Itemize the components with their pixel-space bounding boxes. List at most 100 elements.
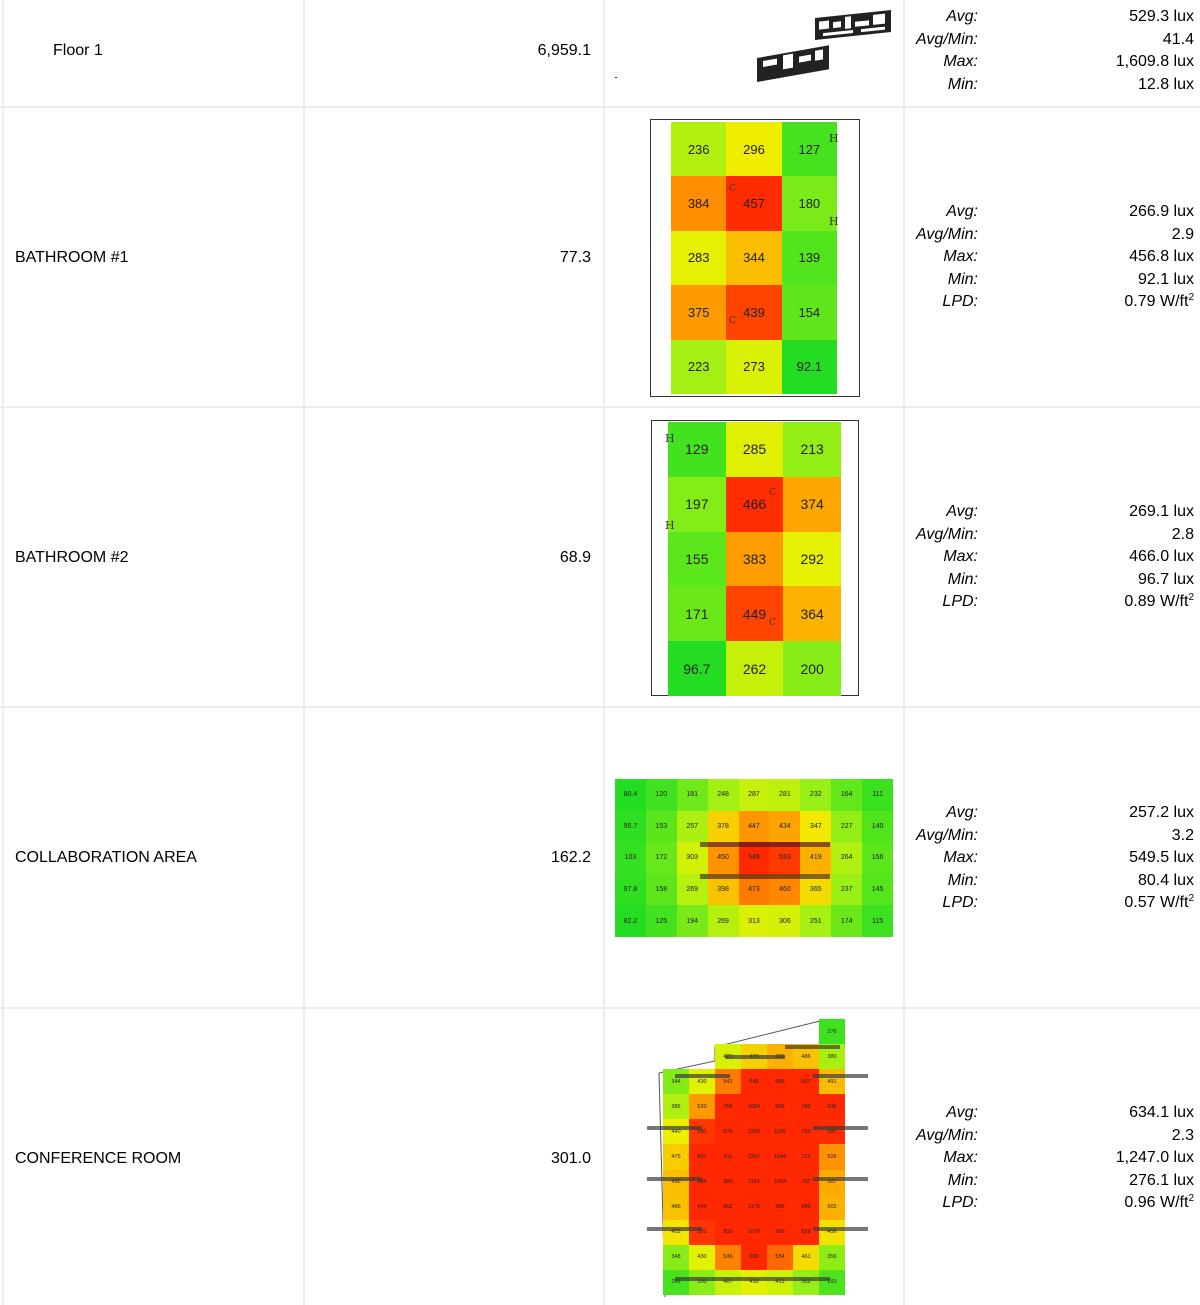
room-area: 6,959.1 — [537, 42, 591, 59]
stats-cell: Avg: 634.1 lux Avg/Min: 2.3 Max: 1,247.0 lu… — [905, 1009, 1200, 1305]
grid-cell: 440 — [663, 1119, 689, 1145]
room-area-cell: 301.0 — [305, 1009, 603, 1305]
room-name: BATHROOM #2 — [15, 549, 129, 566]
room-name: CONFERENCE ROOM — [15, 1150, 182, 1167]
row-divider — [0, 406, 1200, 408]
grid-cell: 348 — [663, 1244, 689, 1270]
stat-max: Max: 1,609.8 lux — [943, 53, 1194, 71]
column-divider — [303, 0, 305, 1305]
grid-cell: 127 — [781, 122, 837, 177]
grid-cell: 156 — [862, 842, 893, 874]
stat-max: Max: 466.0 lux — [943, 548, 1194, 566]
grid-cell: 597 — [819, 1119, 845, 1145]
grid-cell: 900 — [767, 1219, 793, 1245]
illuminance-grid: 236 296 127 384 457 180 283 344 139 375 439 154 223 2… — [671, 122, 837, 394]
grid-cell: 365 — [800, 873, 832, 906]
grid-cell: 153 — [645, 810, 677, 843]
grid-cell: 378 — [707, 810, 739, 843]
grid-cell: 344 — [663, 1069, 689, 1095]
grid-cell: 164 — [831, 779, 863, 811]
stat-min: Min: 92.1 lux — [947, 270, 1194, 288]
light-fixture-bar — [647, 1227, 702, 1231]
grid-cell: 475 — [663, 1144, 689, 1170]
grid-cell: 286 — [663, 1269, 689, 1295]
grid-cell: 264 — [831, 842, 863, 874]
grid-cell: 251 — [800, 905, 832, 937]
room-area: 77.3 — [559, 249, 591, 266]
grid-cell: 502 — [819, 1194, 845, 1220]
grid-cell: 96.7 — [668, 641, 726, 696]
grid-cell: 456 — [819, 1219, 845, 1245]
floor-plan-cell — [605, 0, 903, 106]
grid-cell: 862 — [715, 1194, 741, 1220]
grid-cell: 129 — [668, 422, 726, 477]
room-area: 68.9 — [559, 549, 591, 566]
grid-cell: 273 — [726, 339, 782, 394]
light-fixture-bar — [725, 1055, 785, 1059]
room-name-cell: Floor 1 — [4, 0, 303, 106]
illuminance-grid: 129 285 213 197 466 374 155 383 292 171 449 364 96.7… — [668, 422, 841, 696]
grid-cell: 590 — [689, 1119, 715, 1145]
stats-cell: Avg: 257.2 lux Avg/Min: 3.2 Max: 549.5 lux … — [905, 708, 1200, 1007]
grid-cell: 520 — [689, 1094, 715, 1120]
stat-avg: Avg: 257.2 lux — [946, 804, 1194, 821]
grid-cell — [663, 1044, 689, 1069]
grid-cell: 303 — [676, 842, 708, 874]
room-area-cell: 162.2 — [305, 708, 603, 1007]
illuminance-grid: 80.4 120 181 248 287 281 232 164 111 95.7 153 257 37… — [615, 779, 893, 937]
grid-cell: 350 — [689, 1269, 715, 1295]
grid-cell: 276 — [819, 1019, 845, 1045]
grid-cell: 460 — [769, 873, 801, 906]
stats-block: Avg: 529.3 lux Avg/Min: 41.4 Max: 1,609.8 l… — [908, 6, 1194, 96]
grid-cell: 200 — [783, 641, 841, 696]
grid-cell: 1178 — [741, 1194, 767, 1220]
grid-cell: 386 — [663, 1094, 689, 1120]
grid-cell: 526 — [819, 1144, 845, 1170]
room-area-cell: 6,959.1 — [305, 0, 603, 106]
grid-cell: 790 — [793, 1094, 819, 1120]
room-name-cell: CONFERENCE ROOM — [4, 1009, 303, 1305]
grid-cell: 356 — [819, 1244, 845, 1270]
grid-cell — [689, 1019, 715, 1044]
table-border — [2, 0, 4, 1305]
fixture-marker: H — [829, 215, 839, 228]
grid-cell: 398 — [707, 873, 739, 906]
grid-cell: 507 — [819, 1169, 845, 1195]
grid-cell: 257 — [676, 810, 708, 843]
room-area: 301.0 — [550, 1150, 591, 1167]
grid-cell: 646 — [689, 1169, 715, 1195]
stats-cell: Avg: 266.9 lux Avg/Min: 2.9 Max: 456.8 lux … — [905, 108, 1200, 406]
row-divider — [0, 706, 1200, 708]
grid-cell: 120 — [645, 779, 677, 811]
grid-cell: 287 — [738, 779, 770, 811]
grid-cell: 181 — [676, 779, 708, 811]
grid-cell — [741, 1019, 767, 1044]
fixture-marker: H — [665, 432, 675, 445]
table-row: Floor 1 6,959.1 — [0, 0, 1200, 106]
grid-cell: 383 — [725, 531, 784, 587]
stat-avg-min: Avg/Min: 2.8 — [916, 525, 1194, 543]
grid-cell: 384 — [671, 176, 727, 231]
grid-cell: 92.1 — [781, 339, 837, 394]
fixture-marker: C — [769, 618, 776, 628]
grid-cell: 554 — [767, 1244, 793, 1270]
grid-cell: 600 — [741, 1244, 767, 1270]
illuminance-map-cell: 129 285 213 197 466 374 155 383 292 171 449 364 96.7… — [605, 408, 903, 706]
light-fixture-bar — [785, 1045, 840, 1049]
grid-cell: 95.7 — [615, 810, 646, 843]
grid-cell: 648 — [741, 1069, 767, 1095]
table-row: CONFERENCE ROOM 301.0 276421471499486380… — [0, 1009, 1200, 1305]
room-name: COLLABORATION AREA — [15, 849, 197, 866]
stat-min: Min: 80.4 lux — [947, 871, 1194, 889]
grid-cell: 115 — [862, 905, 893, 937]
grid-cell: 155 — [668, 531, 726, 587]
stats-block: Avg: 266.9 lux Avg/Min: 2.9 Max: 456.8 lux … — [908, 201, 1194, 314]
room-area-cell: 68.9 — [305, 408, 603, 706]
stat-lpd: LPD: 0.96 W/ft2 — [942, 1193, 1194, 1212]
grid-cell: 125 — [645, 905, 677, 937]
grid-cell: 473 — [738, 873, 770, 906]
grid-cell: 362 — [793, 1269, 819, 1295]
grid-cell: 629 — [793, 1219, 819, 1245]
illuminance-map-cell: 236 296 127 384 457 180 283 344 139 375 439 154 223 2… — [605, 108, 903, 406]
grid-cell: 447 — [738, 810, 770, 843]
